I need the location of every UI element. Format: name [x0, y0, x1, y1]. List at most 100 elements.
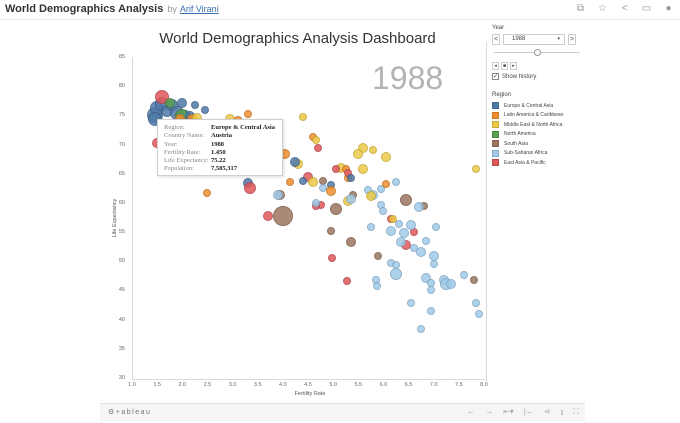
- legend-item[interactable]: East Asia & Pacific: [492, 158, 582, 168]
- data-point[interactable]: [474, 310, 483, 319]
- data-point[interactable]: [308, 177, 319, 188]
- data-point[interactable]: [413, 202, 424, 213]
- data-point[interactable]: [343, 276, 352, 285]
- data-point[interactable]: [376, 184, 385, 193]
- data-point[interactable]: [392, 178, 400, 187]
- data-point[interactable]: [358, 143, 369, 154]
- data-point[interactable]: [262, 210, 273, 221]
- play-button[interactable]: ▸: [510, 62, 517, 70]
- year-slider[interactable]: [492, 47, 582, 57]
- data-point[interactable]: [346, 173, 355, 182]
- data-point[interactable]: [272, 189, 283, 200]
- data-point[interactable]: [373, 282, 382, 291]
- data-point[interactable]: [298, 112, 307, 121]
- data-point[interactable]: [421, 273, 432, 284]
- y-tick-label: 30: [118, 375, 125, 381]
- data-point[interactable]: [422, 236, 431, 245]
- data-point[interactable]: [298, 176, 307, 185]
- data-point[interactable]: [326, 227, 335, 236]
- legend-item[interactable]: Middle East & North Africa: [492, 120, 582, 130]
- show-history-checkbox[interactable]: ✓: [492, 73, 499, 80]
- year-prev-button[interactable]: <: [492, 34, 500, 45]
- legend-item[interactable]: South Asia: [492, 139, 582, 149]
- data-point[interactable]: [200, 105, 209, 114]
- share-icon[interactable]: <: [621, 3, 628, 14]
- data-point[interactable]: [290, 156, 301, 167]
- download-icon[interactable]: ⭳: [560, 408, 564, 417]
- data-point[interactable]: [331, 164, 340, 173]
- data-point[interactable]: [374, 252, 383, 261]
- data-point[interactable]: [311, 135, 320, 144]
- data-point[interactable]: [472, 164, 481, 173]
- undo-icon[interactable]: ←: [467, 407, 476, 416]
- data-point[interactable]: [314, 144, 323, 153]
- share-icon[interactable]: ⋖: [543, 407, 551, 416]
- data-point[interactable]: [177, 97, 188, 108]
- data-point[interactable]: [345, 236, 356, 247]
- data-point[interactable]: [366, 222, 375, 231]
- data-point[interactable]: [416, 247, 427, 258]
- data-point[interactable]: [407, 299, 416, 308]
- data-point[interactable]: [429, 260, 438, 269]
- data-point[interactable]: [345, 193, 356, 204]
- data-point[interactable]: [244, 181, 257, 194]
- tableau-logo[interactable]: ⚙+ableau: [108, 409, 152, 416]
- comment-icon[interactable]: ▭: [641, 3, 652, 14]
- year-selector: < 1988 ▾ >: [492, 34, 582, 45]
- step-back-button[interactable]: ◂: [492, 62, 499, 70]
- data-point[interactable]: [365, 191, 376, 202]
- legend-swatch: [492, 140, 499, 148]
- data-point[interactable]: [394, 219, 403, 228]
- legend-item[interactable]: Europe & Central Asia: [492, 101, 582, 111]
- data-point[interactable]: [389, 214, 398, 223]
- data-point[interactable]: [417, 324, 426, 333]
- data-point[interactable]: [380, 152, 391, 163]
- user-icon[interactable]: ●: [665, 3, 672, 14]
- data-point[interactable]: [328, 253, 337, 262]
- slider-knob[interactable]: [534, 49, 541, 56]
- data-point[interactable]: [190, 100, 199, 109]
- data-point[interactable]: [243, 110, 252, 119]
- data-point[interactable]: [353, 148, 364, 159]
- data-point[interactable]: [427, 286, 436, 295]
- reset-icon[interactable]: |←: [523, 407, 534, 416]
- copy-icon[interactable]: ⧉: [576, 3, 585, 14]
- data-point[interactable]: [396, 236, 407, 247]
- data-point[interactable]: [381, 180, 390, 189]
- fullscreen-icon[interactable]: ⛶: [573, 407, 579, 416]
- data-point[interactable]: [379, 206, 388, 215]
- year-dropdown[interactable]: 1988 ▾: [503, 34, 565, 45]
- data-point[interactable]: [329, 202, 342, 215]
- plot-area[interactable]: [132, 57, 485, 380]
- data-point[interactable]: [311, 199, 320, 208]
- author-link[interactable]: Arif Virani: [179, 4, 219, 14]
- data-point[interactable]: [203, 189, 212, 198]
- data-point[interactable]: [286, 178, 295, 187]
- year-next-button[interactable]: >: [568, 34, 576, 45]
- data-point[interactable]: [446, 278, 457, 289]
- show-history-toggle[interactable]: ✓ Show history: [492, 73, 582, 80]
- legend-item[interactable]: North America: [492, 130, 582, 140]
- data-point[interactable]: [390, 267, 402, 280]
- data-point[interactable]: [272, 205, 293, 226]
- data-point[interactable]: [369, 145, 378, 154]
- star-icon[interactable]: ☆: [598, 3, 607, 14]
- legend-item[interactable]: Sub-Saharan Africa: [492, 149, 582, 159]
- data-point[interactable]: [427, 306, 436, 315]
- redo-icon[interactable]: →: [485, 407, 494, 416]
- revert-icon[interactable]: ⇤▾: [503, 407, 514, 416]
- data-point[interactable]: [385, 226, 396, 237]
- data-point[interactable]: [325, 186, 336, 197]
- data-point[interactable]: [472, 298, 481, 307]
- data-point[interactable]: [358, 163, 369, 174]
- data-point[interactable]: [164, 97, 175, 108]
- data-point[interactable]: [427, 278, 436, 287]
- chevron-down-icon: ▾: [557, 36, 560, 42]
- data-point[interactable]: [400, 194, 413, 207]
- legend-item[interactable]: Latin America & Caribbean: [492, 111, 582, 121]
- data-point[interactable]: [432, 222, 441, 231]
- stop-button[interactable]: ■: [501, 62, 508, 70]
- data-point[interactable]: [406, 219, 417, 230]
- data-point[interactable]: [469, 275, 478, 284]
- data-point[interactable]: [459, 271, 468, 280]
